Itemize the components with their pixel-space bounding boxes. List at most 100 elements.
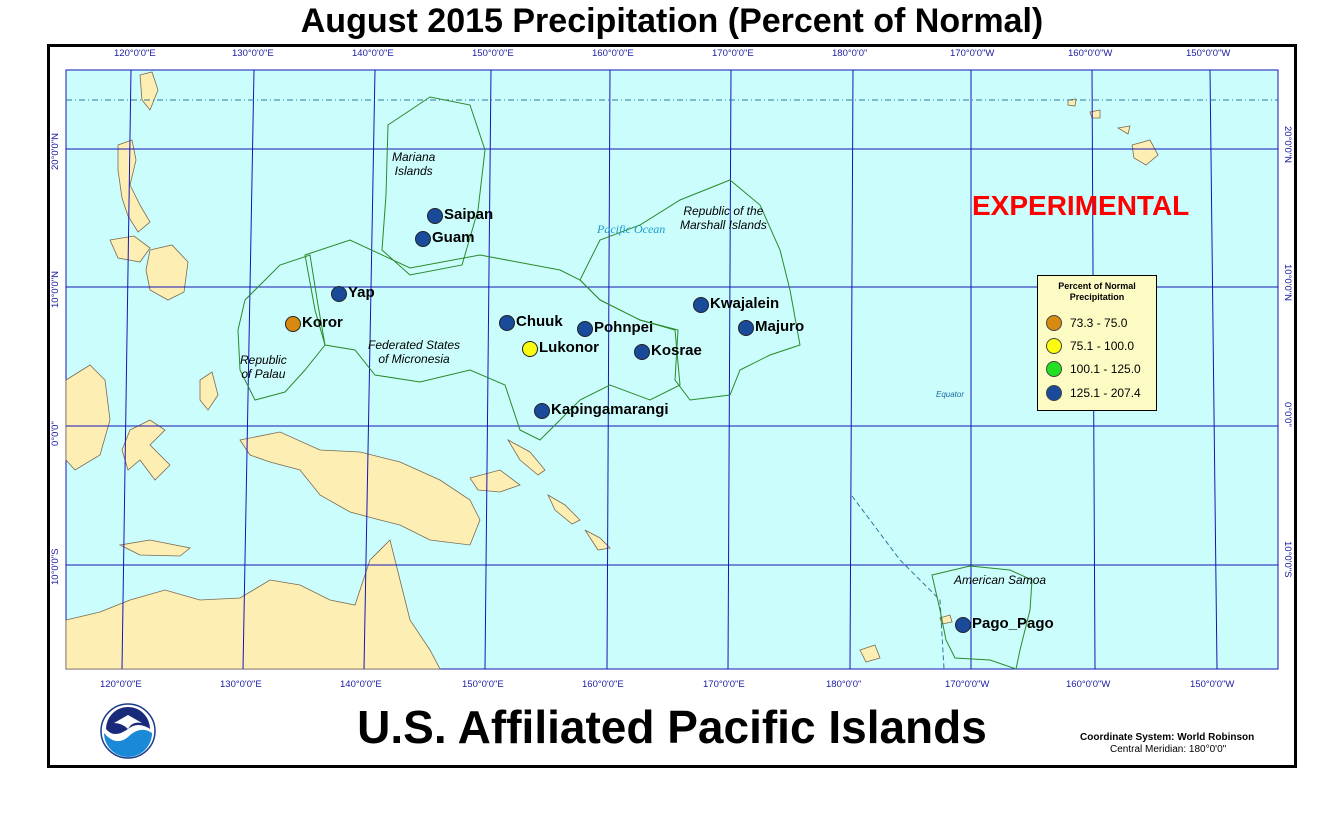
region-label-mariana-islands: Mariana Islands [392, 150, 436, 178]
station-marker-pago_pago [955, 617, 971, 633]
legend-swatch [1046, 315, 1062, 331]
station-marker-kwajalein [693, 297, 709, 313]
longitude-label-bottom: 160°0'0"W [1066, 679, 1111, 690]
land-hawaii-big [1131, 139, 1159, 166]
station-marker-majuro [738, 320, 754, 336]
coordinate-system: Coordinate System: World Robinson [1080, 732, 1255, 743]
latitude-label-left: 10°0'0"S [50, 548, 61, 585]
longitude-label-top: 150°0'0"W [1186, 48, 1231, 59]
latitude-label-left: 20°0'0"N [50, 133, 61, 170]
station-marker-pohnpei [577, 321, 593, 337]
station-marker-yap [331, 286, 347, 302]
eez-marshalls [579, 179, 801, 401]
equator-label: Equator [936, 390, 965, 399]
station-markers [285, 208, 971, 633]
station-marker-guam [415, 231, 431, 247]
longitude-label-top: 150°0'0"E [472, 48, 514, 59]
station-label-saipan: Saipan [444, 206, 494, 223]
longitude-label-top: 130°0'0"E [232, 48, 274, 59]
land-masses [65, 71, 1159, 670]
region-label-marshall-islands: Republic of the Marshall Islands [680, 204, 767, 232]
land-australia [65, 539, 441, 670]
longitude-label-top: 170°0'0"W [950, 48, 995, 59]
land-visayas [109, 235, 151, 263]
land-new-guinea [239, 431, 481, 546]
station-label-pohnpei: Pohnpei [594, 319, 654, 336]
map-title: August 2015 Precipitation (Percent of No… [300, 2, 1044, 40]
station-marker-koror [285, 316, 301, 332]
land-borneo [65, 364, 111, 471]
station-marker-chuuk [499, 315, 515, 331]
date-line [851, 495, 945, 670]
station-label-chuuk: Chuuk [516, 313, 563, 330]
land-solomons [547, 494, 581, 525]
legend-item: 100.1 - 125.0 [1046, 360, 1141, 378]
eez-palau [237, 254, 326, 401]
experimental-watermark: EXPERIMENTAL [972, 190, 1190, 221]
land-solomons-2 [584, 529, 611, 551]
longitude-label-top: 140°0'0"E [352, 48, 394, 59]
station-label-kwajalein: Kwajalein [710, 295, 780, 312]
legend-item: 73.3 - 75.0 [1046, 314, 1127, 332]
legend-title: Percent of Normal Precipitation [1058, 281, 1136, 302]
legend-item: 75.1 - 100.0 [1046, 337, 1134, 355]
station-label-koror: Koror [302, 314, 343, 331]
station-label-yap: Yap [348, 284, 375, 301]
eez-samoa [931, 565, 1033, 670]
station-label-lukonor: Lukonor [539, 339, 599, 356]
land-samoa [939, 614, 953, 625]
longitude-label-top: 170°0'0"E [712, 48, 754, 59]
region-label-american-samoa: American Samoa [954, 573, 1047, 587]
land-fiji [859, 644, 881, 663]
land-timor [118, 539, 191, 557]
longitude-label-bottom: 180°0'0" [826, 679, 862, 690]
ocean-label: Pacific Ocean [597, 222, 666, 236]
map-subtitle: U.S. Affiliated Pacific Islands [357, 701, 987, 753]
longitude-label-bottom: 140°0'0"E [340, 679, 382, 690]
land-halmahera [199, 371, 219, 411]
map-frame [47, 44, 1297, 768]
latitude-label-right: 10°0'0"S [1282, 541, 1293, 578]
latitude-label-right: 20°0'0"N [1282, 126, 1293, 163]
station-marker-saipan [427, 208, 443, 224]
legend-swatch [1046, 338, 1062, 354]
longitude-label-bottom: 150°0'0"W [1190, 679, 1235, 690]
longitude-label-bottom: 130°0'0"E [220, 679, 262, 690]
legend-swatch [1046, 361, 1062, 377]
eez-fsm [304, 239, 681, 441]
longitude-label-top: 160°0'0"E [592, 48, 634, 59]
land-hawaii-kauai [1067, 98, 1077, 107]
noaa-logo [100, 703, 156, 759]
longitude-label-bottom: 150°0'0"E [462, 679, 504, 690]
land-mindanao [145, 244, 189, 301]
latitude-label-left: 0°0'0" [50, 421, 61, 446]
station-label-kapingamarangi: Kapingamarangi [551, 401, 669, 418]
station-label-guam: Guam [432, 229, 475, 246]
legend-item: 125.1 - 207.4 [1046, 384, 1141, 402]
station-marker-kosrae [634, 344, 650, 360]
legend: Percent of Normal Precipitation 73.3 - 7… [1037, 275, 1157, 411]
latitude-label-right: 0°0'0" [1282, 402, 1293, 427]
longitude-label-bottom: 120°0'0"E [100, 679, 142, 690]
longitude-label-bottom: 170°0'0"W [945, 679, 990, 690]
land-hawaii-maui [1116, 125, 1131, 135]
eez-boundaries [237, 96, 1033, 670]
land-new-ireland [506, 438, 546, 476]
central-meridian: Central Meridian: 180°0'0" [1110, 744, 1227, 755]
station-label-majuro: Majuro [755, 318, 805, 335]
land-luzon [117, 139, 151, 233]
latitude-label-left: 10°0'0"N [50, 271, 61, 308]
land-new-britain [469, 469, 521, 493]
longitude-label-top: 160°0'0"W [1068, 48, 1113, 59]
region-label-palau: Republic of Palau [240, 353, 287, 381]
latitude-label-right: 10°0'0"N [1282, 264, 1293, 301]
eez-marianas [381, 96, 486, 276]
region-label-micronesia: Federated States of Micronesia [368, 338, 461, 366]
longitude-label-bottom: 160°0'0"E [582, 679, 624, 690]
station-marker-kapingamarangi [534, 403, 550, 419]
longitude-label-top: 120°0'0"E [114, 48, 156, 59]
station-label-pago_pago: Pago_Pago [972, 615, 1054, 632]
longitude-label-top: 180°0'0" [832, 48, 868, 59]
station-label-kosrae: Kosrae [651, 342, 702, 359]
station-marker-lukonor [522, 341, 538, 357]
